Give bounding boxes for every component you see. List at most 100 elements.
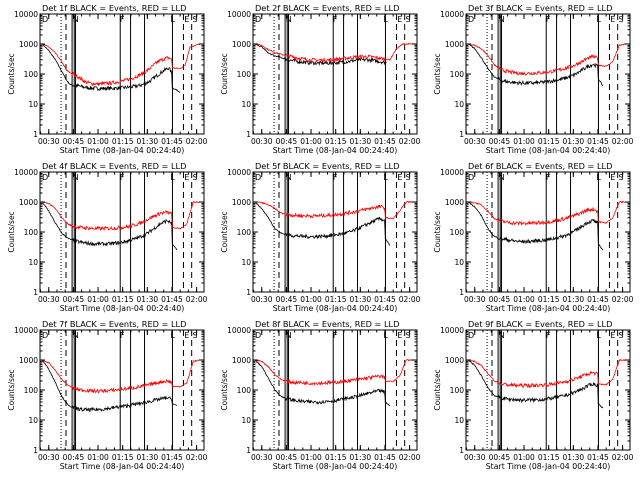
x-tick-label: 00:45 bbox=[63, 137, 85, 146]
y-tick-label: 10 bbox=[454, 416, 464, 425]
x-tick-label: 01:15 bbox=[112, 137, 134, 146]
x-tick-label: 01:45 bbox=[374, 295, 396, 304]
marker-label: S bbox=[193, 15, 198, 24]
marker-label: D bbox=[42, 15, 48, 24]
marker-label: N bbox=[286, 173, 292, 182]
marker-label: L bbox=[170, 331, 175, 340]
y-tick-label: 1000 bbox=[232, 198, 251, 207]
y-tick-label: 1000 bbox=[19, 40, 38, 49]
y-tick-label: 10000 bbox=[227, 10, 251, 19]
x-axis-label: Start Time (08-Jan-04 00:24:40) bbox=[486, 462, 611, 471]
x-tick-label: 01:00 bbox=[513, 453, 535, 462]
marker-label: F bbox=[120, 331, 125, 340]
marker-label: L bbox=[383, 331, 388, 340]
series-events bbox=[468, 359, 604, 409]
marker-label: S bbox=[406, 15, 411, 24]
x-tick-label: 01:30 bbox=[350, 453, 372, 462]
panel-title: Det 2f BLACK = Events, RED = LLD bbox=[255, 3, 399, 13]
y-tick-label: 100 bbox=[237, 70, 252, 79]
plot-frame bbox=[252, 13, 418, 135]
series-lld bbox=[254, 200, 414, 220]
y-tick-label: 1 bbox=[459, 288, 464, 297]
y-axis-label: Counts/sec bbox=[220, 53, 229, 94]
x-tick-label: 01:45 bbox=[587, 453, 609, 462]
x-tick-label: 01:45 bbox=[374, 137, 396, 146]
x-tick-label: 02:00 bbox=[612, 295, 634, 304]
y-tick-label: 1 bbox=[246, 288, 251, 297]
plot-frame bbox=[39, 171, 205, 293]
panel-title: Det 9f BLACK = Events, RED = LLD bbox=[468, 319, 612, 329]
x-tick-label: 00:45 bbox=[276, 137, 298, 146]
panel-title: Det 6f BLACK = Events, RED = LLD bbox=[468, 161, 612, 171]
marker-label: D bbox=[255, 15, 261, 24]
y-tick-label: 100 bbox=[237, 386, 252, 395]
y-tick-label: 1000 bbox=[19, 356, 38, 365]
series-lld bbox=[255, 358, 414, 387]
x-tick-label: 01:30 bbox=[137, 137, 159, 146]
x-tick-label: 01:15 bbox=[112, 295, 134, 304]
x-tick-label: 01:45 bbox=[587, 295, 609, 304]
x-tick-label: 00:45 bbox=[276, 453, 298, 462]
marker-label: F bbox=[333, 331, 338, 340]
y-tick-label: 10 bbox=[454, 258, 464, 267]
panel-1: Det 1f BLACK = Events, RED = LLD D N F L E S 1 1… bbox=[7, 3, 208, 155]
plot-frame bbox=[465, 13, 631, 135]
x-tick-label: 00:30 bbox=[38, 453, 60, 462]
x-tick-label: 01:30 bbox=[563, 295, 585, 304]
panel-title: Det 5f BLACK = Events, RED = LLD bbox=[255, 161, 399, 171]
panel-8: Det 8f BLACK = Events, RED = LLD D N F L E S 1 1… bbox=[220, 319, 421, 471]
y-tick-label: 10000 bbox=[227, 326, 251, 335]
marker-label: S bbox=[619, 15, 624, 24]
marker-label: L bbox=[383, 173, 388, 182]
y-tick-label: 10 bbox=[28, 100, 38, 109]
marker-label: S bbox=[193, 173, 198, 182]
panel-title: Det 1f BLACK = Events, RED = LLD bbox=[42, 3, 186, 13]
series-events bbox=[468, 43, 604, 87]
x-tick-label: 01:45 bbox=[161, 137, 183, 146]
y-tick-label: 10000 bbox=[440, 168, 464, 177]
series-events bbox=[254, 201, 391, 246]
y-tick-label: 10 bbox=[241, 416, 251, 425]
y-tick-label: 10000 bbox=[14, 326, 38, 335]
marker-label: S bbox=[193, 331, 198, 340]
x-tick-label: 00:45 bbox=[489, 295, 511, 304]
x-tick-label: 01:15 bbox=[325, 295, 347, 304]
marker-label: D bbox=[468, 173, 474, 182]
y-tick-label: 10000 bbox=[14, 168, 38, 177]
x-tick-label: 02:00 bbox=[399, 295, 421, 304]
marker-label: N bbox=[73, 15, 79, 24]
marker-label: D bbox=[468, 15, 474, 24]
x-tick-label: 00:45 bbox=[489, 137, 511, 146]
marker-label: L bbox=[383, 15, 388, 24]
x-axis-label: Start Time (08-Jan-04 00:24:40) bbox=[486, 146, 611, 155]
marker-label: F bbox=[333, 15, 338, 24]
x-axis-label: Start Time (08-Jan-04 00:24:40) bbox=[60, 304, 185, 313]
panel-4: Det 4f BLACK = Events, RED = LLD D N F L E S 1 1… bbox=[7, 161, 208, 313]
x-tick-label: 01:00 bbox=[300, 295, 322, 304]
panel-2: Det 2f BLACK = Events, RED = LLD D N F L E S 1 1… bbox=[220, 3, 421, 155]
x-tick-label: 01:30 bbox=[563, 453, 585, 462]
series-events bbox=[41, 359, 178, 413]
y-axis-label: Counts/sec bbox=[220, 369, 229, 410]
y-tick-label: 1 bbox=[246, 446, 251, 455]
x-tick-label: 00:30 bbox=[251, 295, 273, 304]
panel-5: Det 5f BLACK = Events, RED = LLD D N F L E S 1 1… bbox=[220, 161, 421, 313]
x-tick-label: 00:45 bbox=[63, 453, 85, 462]
plot-area bbox=[467, 330, 626, 450]
x-tick-label: 01:00 bbox=[87, 137, 109, 146]
plot-area bbox=[254, 330, 414, 450]
marker-label: L bbox=[596, 15, 601, 24]
y-tick-label: 10000 bbox=[440, 10, 464, 19]
marker-label: F bbox=[546, 331, 551, 340]
y-tick-label: 1 bbox=[459, 130, 464, 139]
x-axis-label: Start Time (08-Jan-04 00:24:40) bbox=[273, 146, 398, 155]
plot-area bbox=[467, 14, 627, 134]
series-lld bbox=[467, 43, 627, 76]
x-tick-label: 01:15 bbox=[538, 453, 560, 462]
x-tick-label: 01:30 bbox=[137, 295, 159, 304]
series-events bbox=[41, 201, 178, 251]
y-tick-label: 100 bbox=[450, 228, 465, 237]
plot-area bbox=[41, 14, 201, 134]
marker-label: S bbox=[406, 173, 411, 182]
